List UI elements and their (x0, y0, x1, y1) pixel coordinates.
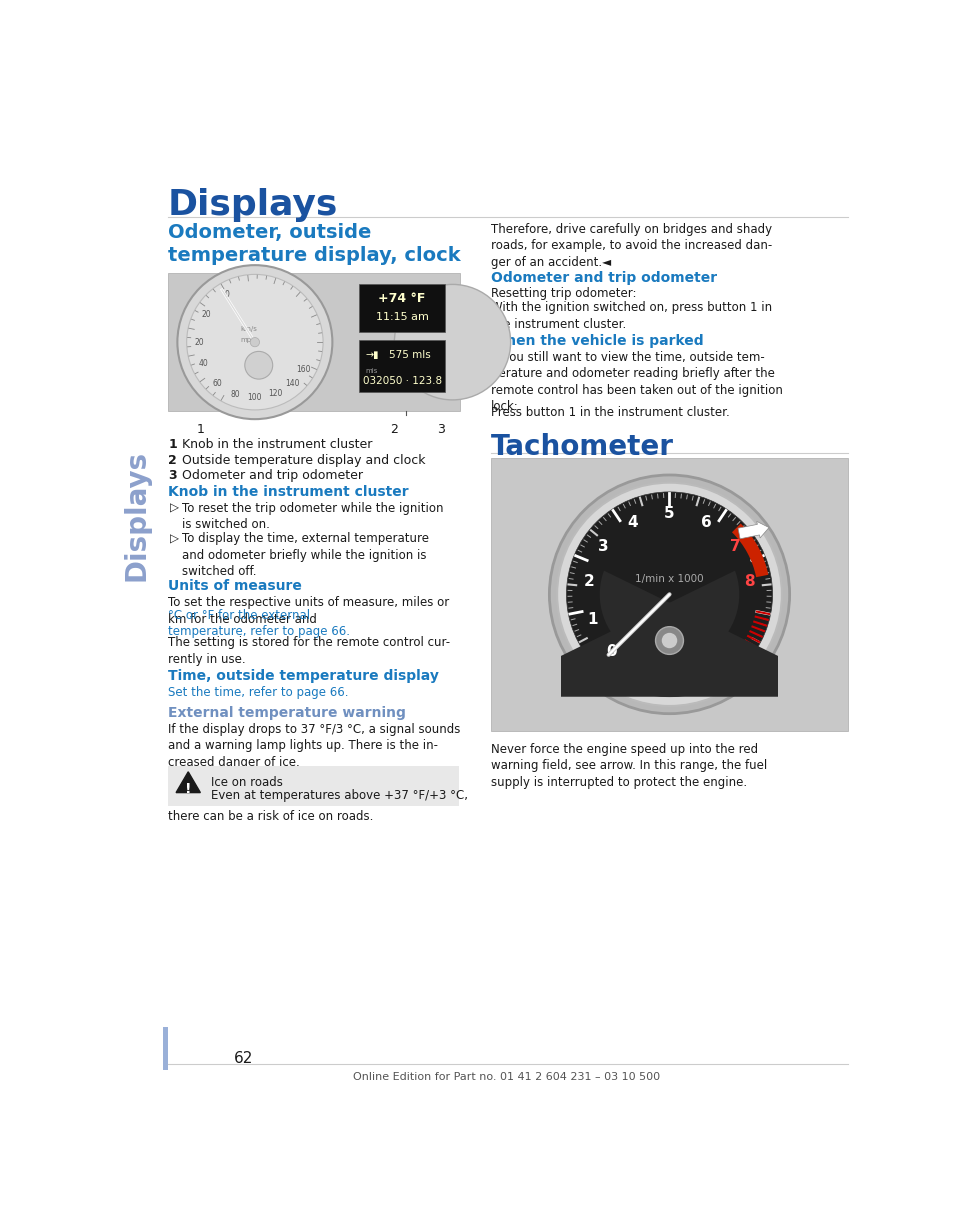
Text: 1/min x 1000: 1/min x 1000 (635, 573, 703, 584)
Text: 62: 62 (233, 1051, 253, 1066)
Text: Online Edition for Part no. 01 41 2 604 231 – 03 10 500: Online Edition for Part no. 01 41 2 604 … (353, 1072, 659, 1083)
Text: Displays: Displays (122, 450, 151, 581)
Text: 3: 3 (598, 539, 608, 554)
Text: To reset the trip odometer while the ignition
is switched on.: To reset the trip odometer while the ign… (182, 502, 443, 531)
Bar (491, 458, 847, 731)
Polygon shape (560, 571, 778, 696)
Text: 5: 5 (663, 505, 674, 521)
Text: 8: 8 (743, 575, 755, 589)
Text: 4: 4 (626, 515, 638, 530)
Text: Ice on roads: Ice on roads (211, 776, 282, 790)
Text: If you still want to view the time, outside tem-
perature and odometer reading b: If you still want to view the time, outs… (491, 351, 782, 413)
Text: 0: 0 (606, 644, 617, 659)
Text: To display the time, external temperature
and odometer briefly while the ignitio: To display the time, external temperatur… (182, 532, 429, 578)
Text: 2: 2 (390, 423, 398, 436)
Wedge shape (731, 524, 767, 577)
Text: Even at temperatures above +37 °F/+3 °C,: Even at temperatures above +37 °F/+3 °C, (211, 789, 467, 802)
Text: 2: 2 (168, 453, 176, 467)
Text: Outside temperature display and clock: Outside temperature display and clock (182, 453, 425, 467)
Text: 60: 60 (213, 379, 222, 388)
Text: !: ! (185, 781, 192, 796)
Text: 160: 160 (295, 366, 310, 374)
Text: To set the respective units of measure, miles or
km for the odometer and: To set the respective units of measure, … (168, 597, 449, 626)
Text: ▷: ▷ (170, 532, 178, 546)
Text: 6: 6 (700, 515, 711, 530)
Circle shape (557, 482, 781, 706)
Text: Units of measure: Units of measure (168, 580, 302, 593)
Text: Therefore, drive carefully on bridges and shady
roads, for example, to avoid the: Therefore, drive carefully on bridges an… (491, 222, 772, 269)
Circle shape (566, 492, 772, 696)
Text: 1: 1 (586, 612, 597, 627)
FancyArrow shape (738, 521, 768, 538)
Circle shape (250, 338, 259, 346)
Text: there can be a risk of ice on roads.: there can be a risk of ice on roads. (168, 810, 373, 824)
Text: 2: 2 (583, 575, 594, 589)
Text: 20: 20 (194, 338, 204, 346)
Text: Knob in the instrument cluster: Knob in the instrument cluster (182, 439, 372, 452)
Circle shape (394, 284, 510, 400)
Text: 575 mls: 575 mls (389, 350, 431, 360)
Text: With the ignition switched on, press button 1 in
the instrument cluster.: With the ignition switched on, press but… (491, 301, 772, 330)
Bar (163, 1028, 168, 1069)
Circle shape (187, 275, 323, 409)
Text: Odometer and trip odometer: Odometer and trip odometer (491, 271, 717, 284)
Text: Never force the engine speed up into the red
warning field, see arrow. In this r: Never force the engine speed up into the… (491, 742, 767, 789)
Circle shape (245, 351, 273, 379)
Text: mph: mph (240, 337, 256, 343)
Text: External temperature warning: External temperature warning (168, 706, 406, 719)
Bar (168, 765, 458, 806)
Text: Odometer and trip odometer: Odometer and trip odometer (182, 469, 363, 482)
Text: Set the time, refer to page 66.: Set the time, refer to page 66. (168, 685, 348, 699)
Text: 0: 0 (224, 289, 229, 299)
Text: 100: 100 (248, 394, 262, 402)
Text: 3: 3 (436, 423, 444, 436)
Text: +74 °F: +74 °F (378, 292, 425, 305)
Text: 1: 1 (168, 439, 176, 452)
Text: 20: 20 (201, 310, 212, 318)
Text: 11:15 am: 11:15 am (375, 312, 428, 322)
Text: °C or °F for the external
temperature, refer to page 66.: °C or °F for the external temperature, r… (168, 609, 350, 638)
Text: When the vehicle is parked: When the vehicle is parked (491, 334, 703, 347)
Text: 80: 80 (231, 390, 240, 399)
Text: 120: 120 (269, 389, 283, 399)
Text: 7: 7 (729, 539, 740, 554)
Text: Resetting trip odometer:: Resetting trip odometer: (491, 288, 636, 300)
Text: →▮: →▮ (365, 350, 378, 360)
Circle shape (549, 475, 789, 713)
Text: 140: 140 (285, 379, 299, 388)
Text: 40: 40 (198, 360, 208, 368)
Text: km/s: km/s (240, 326, 257, 332)
Text: The setting is stored for the remote control cur-
rently in use.: The setting is stored for the remote con… (168, 637, 450, 666)
Text: 3: 3 (168, 469, 176, 482)
Text: Press button 1 in the instrument cluster.: Press button 1 in the instrument cluster… (491, 406, 729, 419)
Text: 1: 1 (196, 423, 204, 436)
Text: 032050 · 123.8: 032050 · 123.8 (362, 375, 441, 385)
Text: mis: mis (365, 368, 377, 374)
Bar (359, 340, 444, 392)
Bar (168, 273, 459, 412)
Circle shape (661, 633, 677, 649)
Text: If the display drops to 37 °F/3 °C, a signal sounds
and a warning lamp lights up: If the display drops to 37 °F/3 °C, a si… (168, 723, 460, 769)
Text: ▷: ▷ (170, 502, 178, 514)
Circle shape (655, 627, 682, 655)
Text: Odometer, outside
temperature display, clock: Odometer, outside temperature display, c… (168, 222, 460, 265)
Circle shape (177, 265, 332, 419)
Text: Time, outside temperature display: Time, outside temperature display (168, 668, 438, 683)
Text: Displays: Displays (168, 188, 338, 222)
Text: Tachometer: Tachometer (491, 433, 674, 460)
Bar (359, 284, 444, 332)
Text: Knob in the instrument cluster: Knob in the instrument cluster (168, 485, 408, 498)
Polygon shape (176, 772, 200, 792)
